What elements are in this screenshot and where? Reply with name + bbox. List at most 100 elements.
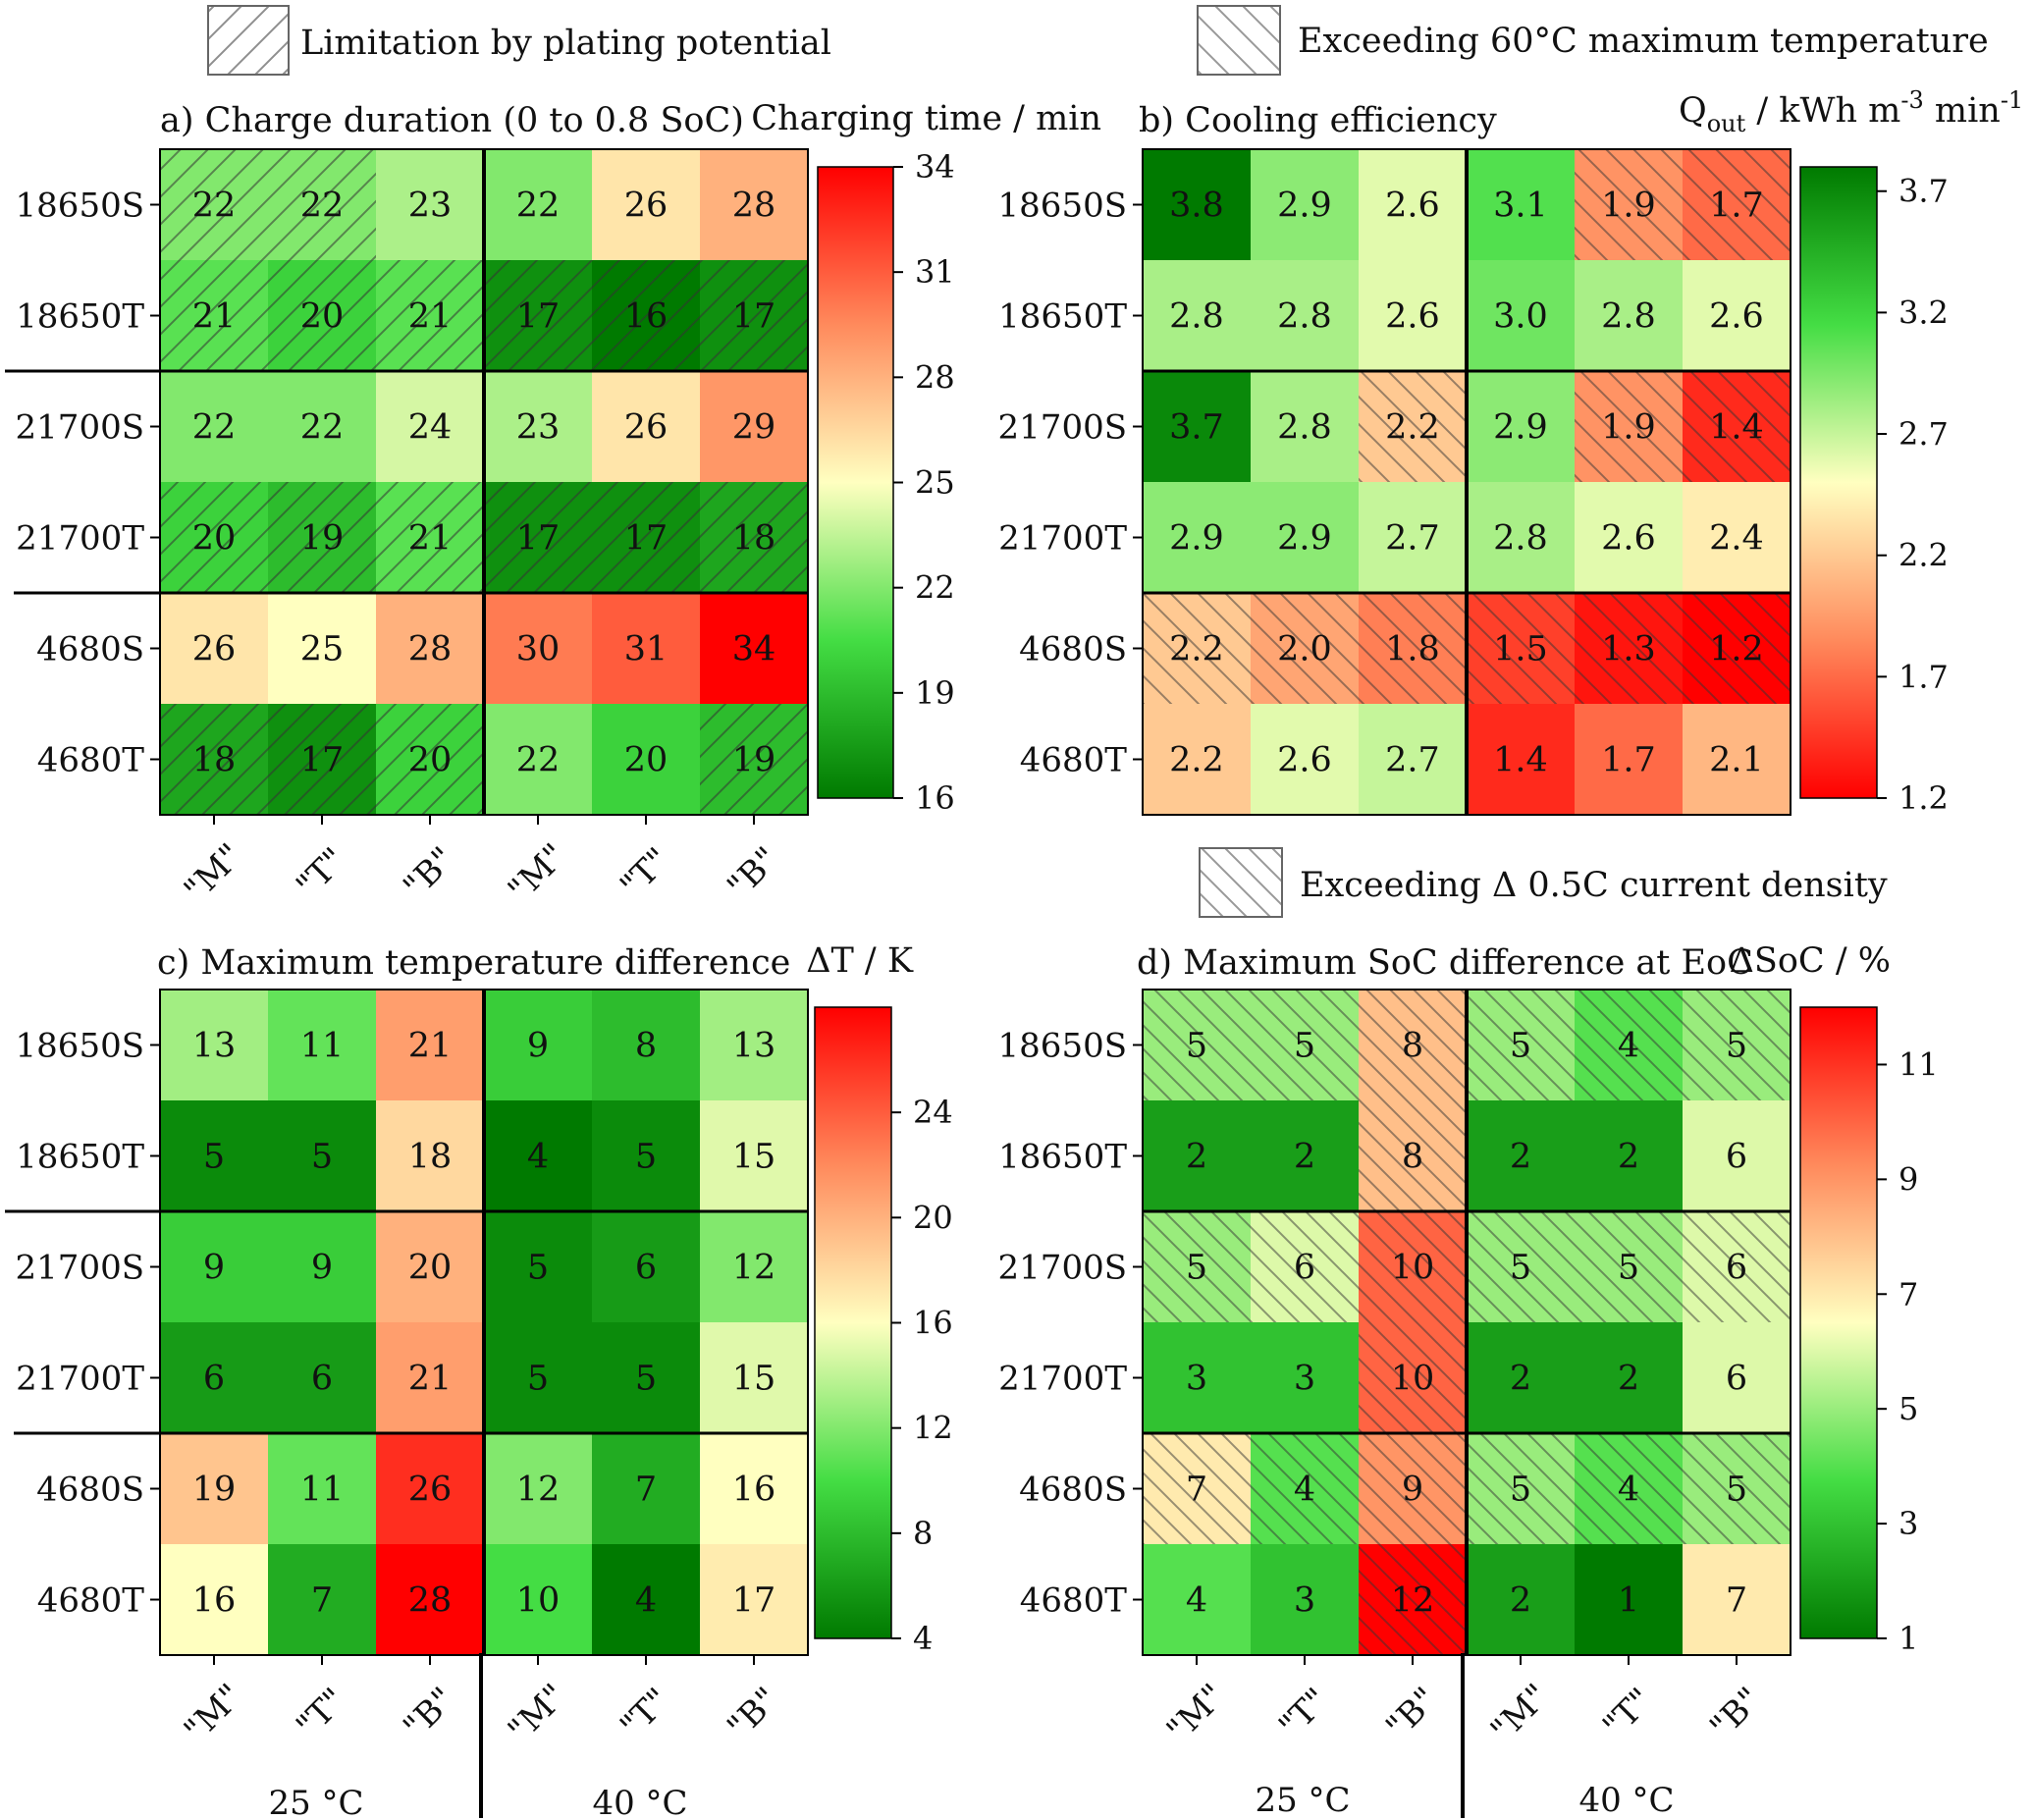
hatch-overlay xyxy=(1251,990,1359,1100)
hatch-overlay xyxy=(1359,1100,1467,1211)
heatmap-cell xyxy=(268,990,376,1100)
hatch-overlay xyxy=(1143,593,1251,704)
heatmap-cell xyxy=(1683,1322,1791,1433)
heatmap-cell xyxy=(700,1100,808,1211)
legend-max-temp: Exceeding 60°C maximum temperature xyxy=(1197,5,1989,76)
temp-label-40-left: 40 °C xyxy=(592,1784,687,1820)
row-tick-label: 21700T xyxy=(16,1360,144,1399)
heatmap-cell xyxy=(268,1433,376,1544)
cell-value-label: 9 xyxy=(1402,1471,1423,1510)
heatmap-cell xyxy=(700,1211,808,1322)
hatch-overlay xyxy=(268,260,376,371)
heatmap-cell xyxy=(484,371,592,482)
cell-value-label: 22 xyxy=(300,408,345,448)
cell-value-label: 6 xyxy=(1726,1249,1747,1288)
colorbar-tick-label: 24 xyxy=(913,1094,953,1131)
heatmap-cell xyxy=(1359,149,1467,260)
hatch-overlay xyxy=(1575,593,1683,704)
cell-value-label: 6 xyxy=(1726,1138,1747,1177)
colorbar-tick-label: 20 xyxy=(913,1199,953,1236)
cell-value-label: 2.9 xyxy=(1277,187,1332,226)
panel-title-b: b) Cooling efficiency xyxy=(1139,101,1497,140)
heatmap-cell xyxy=(160,1211,268,1322)
colorbar-tick-label: 5 xyxy=(1898,1390,1918,1427)
heatmap-cell xyxy=(592,1322,700,1433)
hatch-overlay xyxy=(1683,990,1791,1100)
row-tick-label: 18650S xyxy=(998,1027,1127,1066)
heatmap-cell xyxy=(592,1544,700,1655)
hatch-overlay xyxy=(700,260,808,371)
column-tick-label: "B" xyxy=(720,839,786,906)
cell-value-label: 1.9 xyxy=(1601,408,1656,448)
hatch-overlay xyxy=(1683,149,1791,260)
cell-value-label: 17 xyxy=(516,297,561,337)
cell-value-label: 2 xyxy=(1618,1360,1639,1399)
heatmap-panel-a: a) Charge duration (0 to 0.8 SoC) 22 22 23 2… xyxy=(5,99,1101,910)
colorbar-tick-label: 1.2 xyxy=(1898,779,1949,817)
cell-value-label: 5 xyxy=(527,1360,549,1399)
cell-value-label: 2.6 xyxy=(1277,741,1332,780)
cell-value-label: 3.1 xyxy=(1493,187,1548,226)
hatch-overlay xyxy=(700,704,808,815)
cell-value-label: 6 xyxy=(1294,1249,1315,1288)
cell-value-label: 2.4 xyxy=(1709,519,1764,559)
cell-value-label: 17 xyxy=(516,519,561,559)
heatmap-cell xyxy=(1467,482,1575,593)
column-tick-label: "T" xyxy=(613,1681,677,1745)
panel-title-d: d) Maximum SoC difference at EoC xyxy=(1137,943,1753,983)
hatch-overlay xyxy=(1683,1211,1791,1322)
cell-value-label: 2.9 xyxy=(1169,519,1224,559)
cell-value-label: 5 xyxy=(635,1360,657,1399)
hatch-overlay xyxy=(1683,1433,1791,1544)
heatmap-cell xyxy=(376,1433,484,1544)
heatmap-cell xyxy=(592,704,700,815)
heatmap-cell xyxy=(1251,149,1359,260)
heatmap-cell xyxy=(1359,260,1467,371)
cell-value-label: 4 xyxy=(1618,1027,1639,1066)
row-tick-label: 21700T xyxy=(998,1360,1127,1399)
temp-label-40-right: 40 °C xyxy=(1578,1781,1674,1820)
cell-value-label: 2.8 xyxy=(1601,297,1656,337)
heatmap-cell xyxy=(268,1100,376,1211)
cell-value-label: 13 xyxy=(732,1027,776,1066)
hatch-overlay xyxy=(1359,1322,1467,1433)
heatmap-cell xyxy=(376,990,484,1100)
row-tick-label: 18650S xyxy=(16,1027,144,1066)
colorbar-tick-label: 12 xyxy=(913,1410,953,1447)
cell-value-label: 1.8 xyxy=(1385,630,1440,669)
heatmap-cell xyxy=(268,371,376,482)
row-tick-label: 21700S xyxy=(998,408,1127,448)
hatch-overlay xyxy=(1143,1211,1251,1322)
cell-value-label: 10 xyxy=(1391,1360,1435,1399)
heatmap-cell xyxy=(1467,371,1575,482)
cell-value-label: 34 xyxy=(732,630,776,669)
cell-value-label: 5 xyxy=(1510,1027,1531,1066)
row-tick-label: 4680S xyxy=(1019,1471,1127,1510)
cell-value-label: 10 xyxy=(1391,1249,1435,1288)
cell-value-label: 19 xyxy=(732,741,776,780)
row-tick-label: 18650S xyxy=(16,187,144,226)
hatch-overlay xyxy=(1575,149,1683,260)
cell-value-label: 5 xyxy=(1726,1027,1747,1066)
heatmap-cell xyxy=(1683,260,1791,371)
cell-value-label: 22 xyxy=(192,187,237,226)
cell-value-label: 6 xyxy=(311,1360,333,1399)
cell-value-label: 26 xyxy=(408,1471,453,1510)
hatch-overlay xyxy=(268,149,376,260)
cell-value-label: 6 xyxy=(203,1360,225,1399)
cell-value-label: 24 xyxy=(408,408,453,448)
cell-value-label: 8 xyxy=(1402,1027,1423,1066)
hatch-overlay xyxy=(268,482,376,593)
cell-value-label: 2 xyxy=(1618,1138,1639,1177)
heatmap-cell xyxy=(484,704,592,815)
colorbar-tick-label: 4 xyxy=(913,1620,933,1657)
heatmap-cell xyxy=(268,1322,376,1433)
heatmap-cell xyxy=(1575,1100,1683,1211)
colorbar-tick-label: 25 xyxy=(915,464,955,502)
row-tick-label: 4680T xyxy=(1020,741,1128,780)
cell-value-label: 7 xyxy=(635,1471,657,1510)
cell-value-label: 30 xyxy=(516,630,561,669)
cell-value-label: 5 xyxy=(527,1249,549,1288)
heatmap-cell xyxy=(484,1322,592,1433)
